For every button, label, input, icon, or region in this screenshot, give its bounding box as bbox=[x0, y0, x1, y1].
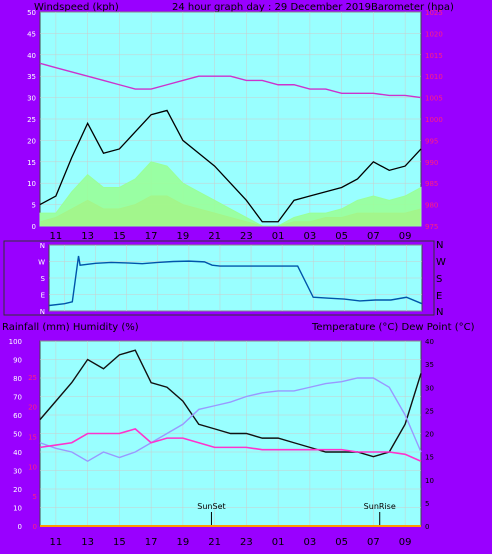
temp-x-tick: 09 bbox=[399, 537, 412, 548]
barometer-axis-title: Barometer (hpa) bbox=[371, 2, 454, 13]
rainfall-y-tick: 0 bbox=[33, 523, 37, 531]
temp-x-tick: 19 bbox=[177, 537, 190, 548]
direction-series bbox=[48, 255, 423, 307]
wind-gust-series bbox=[39, 109, 422, 223]
humidity-series bbox=[39, 377, 422, 463]
rainfall-y-tick: 15 bbox=[28, 433, 37, 441]
temp-x-tick: 05 bbox=[335, 537, 348, 548]
wind-y-tick: 5 bbox=[32, 202, 36, 210]
windspeed-axis-title: Windspeed (kph) bbox=[34, 2, 119, 13]
wind-average-series bbox=[39, 161, 422, 227]
temperature-y-tick: 20 bbox=[425, 431, 434, 439]
temp-x-tick: 03 bbox=[304, 537, 317, 548]
wind-x-tick: 01 bbox=[272, 231, 285, 242]
wind-x-tick: 21 bbox=[208, 231, 221, 242]
barometer-y-tick: 1000 bbox=[425, 116, 443, 124]
wind-x-tick: 03 bbox=[304, 231, 317, 242]
barometer-y-tick: 1020 bbox=[425, 30, 443, 38]
humidity-y-tick: 10 bbox=[13, 505, 22, 513]
wind-y-tick: 45 bbox=[27, 30, 36, 38]
humidity-y-tick: 80 bbox=[13, 375, 22, 383]
rainfall-y-tick: 10 bbox=[28, 463, 37, 471]
humidity-y-tick: 0 bbox=[18, 523, 22, 531]
humidity-y-tick: 100 bbox=[9, 338, 22, 346]
direction-y-tick: N bbox=[40, 242, 45, 250]
temp-x-tick: 23 bbox=[240, 537, 253, 548]
barometer-series bbox=[39, 62, 422, 99]
temperature-y-tick: 35 bbox=[425, 361, 434, 369]
wind-y-tick: 25 bbox=[27, 116, 36, 124]
temperature-y-tick: 5 bbox=[425, 500, 429, 508]
direction-y-tick: N bbox=[40, 308, 45, 316]
rainfall-y-tick: 5 bbox=[33, 493, 37, 501]
dewpoint-series bbox=[39, 427, 422, 462]
rainfall-y-tick: 25 bbox=[28, 374, 37, 382]
direction-y-tick: W bbox=[38, 259, 45, 267]
barometer-y-tick: 985 bbox=[425, 180, 438, 188]
barometer-y-tick: 1005 bbox=[425, 95, 443, 103]
compass-e: E bbox=[436, 291, 442, 302]
temperature-y-tick: 30 bbox=[425, 384, 434, 392]
barometer-y-tick: 1025 bbox=[425, 9, 443, 17]
barometer-y-tick: 990 bbox=[425, 159, 438, 167]
temperature-axis-title: Temperature (°C) Dew Point (°C) bbox=[311, 322, 475, 333]
wind-y-tick: 35 bbox=[27, 73, 36, 81]
temp-x-tick: 17 bbox=[145, 537, 158, 548]
compass-w: W bbox=[436, 257, 446, 268]
temperature-y-tick: 0 bbox=[425, 523, 429, 531]
temperature-y-tick: 10 bbox=[425, 477, 434, 485]
temp-x-tick: 13 bbox=[81, 537, 94, 548]
humidity-y-tick: 60 bbox=[13, 412, 22, 420]
temperature-y-tick: 40 bbox=[425, 338, 434, 346]
temperature-y-tick: 25 bbox=[425, 407, 434, 415]
wind-x-tick: 19 bbox=[177, 231, 190, 242]
sun-event-label: SunSet bbox=[197, 502, 225, 511]
wind-x-tick: 17 bbox=[145, 231, 158, 242]
barometer-y-tick: 980 bbox=[425, 202, 438, 210]
humidity-y-tick: 70 bbox=[13, 394, 22, 402]
sun-event-label: SunRise bbox=[364, 502, 396, 511]
barometer-y-tick: 975 bbox=[425, 223, 438, 231]
compass-n-top: N bbox=[436, 240, 443, 251]
humidity-y-tick: 20 bbox=[13, 486, 22, 494]
temp-x-tick: 21 bbox=[208, 537, 221, 548]
wind-x-tick: 09 bbox=[399, 231, 412, 242]
temperature-y-tick: 15 bbox=[425, 454, 434, 462]
chart-title: 24 hour graph day : 29 December 2019 bbox=[172, 2, 371, 13]
barometer-y-tick: 1010 bbox=[425, 73, 443, 81]
temp-x-tick: 11 bbox=[50, 537, 63, 548]
wind-y-tick: 30 bbox=[27, 95, 36, 103]
wind-y-tick: 15 bbox=[27, 159, 36, 167]
wind-y-tick: 10 bbox=[27, 180, 36, 188]
temp-x-tick: 07 bbox=[367, 537, 380, 548]
direction-y-tick: S bbox=[41, 275, 46, 283]
temp-x-tick: 01 bbox=[272, 537, 285, 548]
humidity-y-tick: 40 bbox=[13, 449, 22, 457]
wind-x-tick: 05 bbox=[335, 231, 348, 242]
compass-s: S bbox=[436, 274, 442, 285]
humidity-y-tick: 50 bbox=[13, 431, 22, 439]
rainfall-y-tick: 20 bbox=[28, 404, 37, 412]
barometer-y-tick: 995 bbox=[425, 137, 438, 145]
wind-x-tick: 13 bbox=[81, 231, 94, 242]
wind-y-tick: 50 bbox=[27, 9, 36, 17]
wind-y-tick: 20 bbox=[27, 137, 36, 145]
wind-x-tick: 11 bbox=[50, 231, 63, 242]
barometer-y-tick: 1015 bbox=[425, 52, 443, 60]
wind-x-tick: 23 bbox=[240, 231, 253, 242]
wind-x-tick: 07 bbox=[367, 231, 380, 242]
humidity-y-tick: 30 bbox=[13, 468, 22, 476]
direction-y-tick: E bbox=[41, 292, 45, 300]
wind-y-tick: 40 bbox=[27, 52, 36, 60]
temp-x-tick: 15 bbox=[113, 537, 126, 548]
compass-n-bottom: N bbox=[436, 307, 443, 318]
wind-y-tick: 0 bbox=[32, 223, 36, 231]
humidity-y-tick: 90 bbox=[13, 357, 22, 365]
rain-humidity-axis-title: Rainfall (mm) Humidity (%) bbox=[2, 322, 139, 333]
wind-x-tick: 15 bbox=[113, 231, 126, 242]
